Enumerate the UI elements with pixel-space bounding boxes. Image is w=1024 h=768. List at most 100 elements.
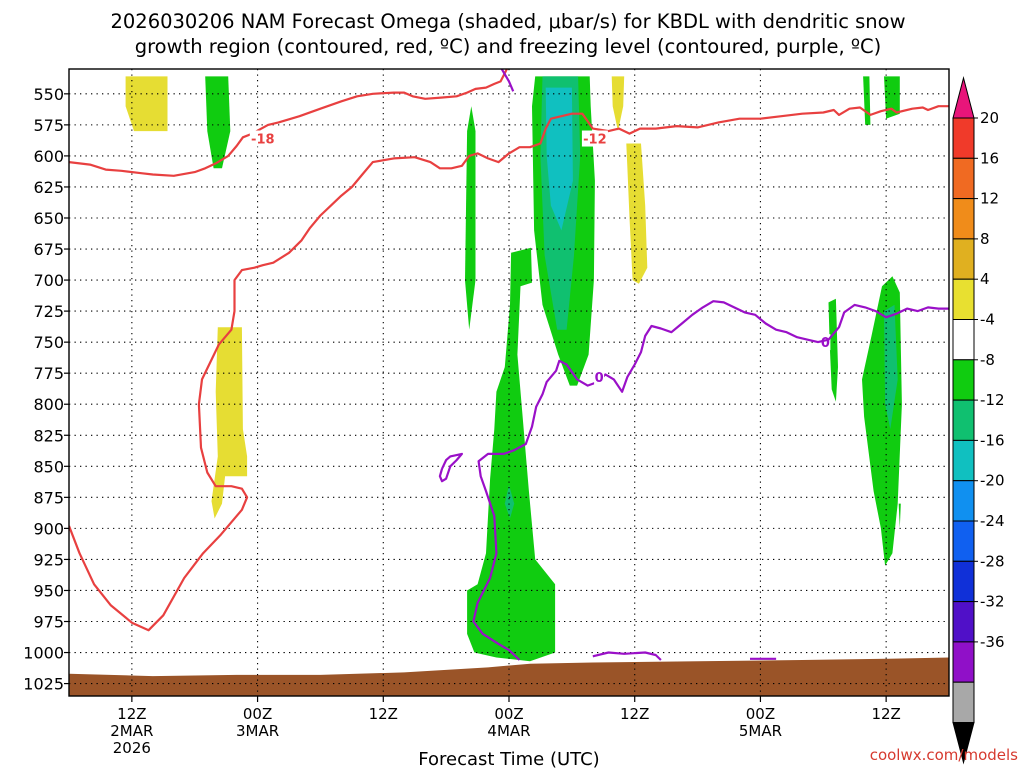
omega-region (504, 484, 515, 519)
contour-line (69, 69, 508, 177)
colorbar-segment (952, 480, 975, 522)
y-tick-label: 1025 (23, 675, 64, 694)
contour-label-bg (594, 368, 605, 385)
omega-region (205, 76, 231, 169)
colorbar: 20 16 12 8 4 -4 -8 -12 -16 -20 -24 -28 -32 -36 (952, 76, 1005, 765)
x-tick-label: 12Z (369, 705, 398, 723)
gridlines (69, 69, 949, 696)
colorbar-segment (952, 278, 975, 321)
x-tick-label: 00Z (746, 705, 775, 723)
y-tick-label: 550 (33, 85, 64, 104)
omega-region (884, 304, 898, 430)
colorbar-label: 4 (980, 270, 990, 288)
y-tick-label: 600 (33, 147, 64, 166)
colorbar-segment (952, 601, 975, 643)
omega-region (828, 298, 838, 402)
contour-label-bg (581, 130, 608, 147)
omega-region (467, 247, 556, 662)
y-tick-label: 750 (33, 333, 64, 352)
colorbar-label: -8 (980, 351, 995, 369)
y-axis: 550 575 600 625 650 675 700 725 750 775 800 825 850 8… (23, 85, 69, 694)
omega-region (611, 76, 625, 132)
y-tick-label: 1000 (23, 644, 64, 663)
colorbar-segment (952, 399, 975, 441)
x-tick-label: 4MAR (487, 722, 530, 740)
chart-title-line2: growth region (contoured, red, ºC) and f… (135, 35, 882, 58)
x-tick-label: 00Z (494, 705, 523, 723)
colorbar-label: -4 (980, 311, 995, 329)
omega-region (125, 76, 168, 132)
y-tick-label: 850 (33, 457, 64, 476)
contour-line (592, 651, 662, 661)
colorbar-label: -12 (980, 391, 1005, 409)
omega-region (545, 87, 573, 231)
y-tick-label: 875 (33, 488, 64, 507)
omega-region (884, 76, 900, 119)
contour-label-bg (820, 334, 831, 351)
omega-region (211, 327, 248, 519)
y-tick-label: 575 (33, 116, 64, 135)
colorbar-segment (952, 641, 975, 683)
y-tick-label: 650 (33, 209, 64, 228)
y-tick-label: 975 (33, 613, 64, 632)
y-tick-label: 625 (33, 178, 64, 197)
colorbar-label: -28 (980, 552, 1005, 570)
contour-label-bg (249, 130, 276, 147)
contour-label: 0 (821, 336, 830, 351)
colorbar-segment (952, 198, 975, 240)
x-tick-label: 3MAR (236, 722, 279, 740)
colorbar-segment (952, 238, 975, 280)
colorbar-label: -16 (980, 431, 1005, 449)
y-tick-label: 950 (33, 581, 64, 600)
colorbar-label: 16 (980, 149, 999, 167)
colorbar-label: -36 (980, 633, 1005, 651)
colorbar-segment (952, 319, 975, 361)
omega-shading (69, 76, 949, 696)
contour-line (500, 69, 515, 92)
y-tick-label: 725 (33, 302, 64, 321)
colorbar-label: 12 (980, 190, 999, 208)
omega-region (69, 657, 949, 696)
colorbar-segment (952, 359, 975, 401)
contour-lines: -18 -12 0 0 (69, 69, 949, 661)
colorbar-label: 8 (980, 230, 990, 248)
x-tick-label: 5MAR (739, 722, 782, 740)
colorbar-bottom-triangle (952, 722, 975, 765)
x-tick-label: 12Z (117, 705, 146, 723)
x-tick-label: 12Z (871, 705, 900, 723)
y-tick-label: 700 (33, 271, 64, 290)
contour-label: -12 (583, 133, 607, 148)
contour-label: -18 (251, 133, 275, 148)
x-tick-label: 2026 (113, 739, 151, 757)
colorbar-label: -20 (980, 472, 1005, 490)
x-tick-label: 00Z (243, 705, 272, 723)
y-tick-label: 825 (33, 426, 64, 445)
colorbar-segment (952, 520, 975, 562)
x-axis-label: Forecast Time (UTC) (418, 749, 599, 768)
y-tick-label: 900 (33, 519, 64, 538)
credit-text: coolwx.com/models (870, 746, 1018, 764)
colorbar-segment (952, 117, 975, 159)
y-tick-label: 800 (33, 395, 64, 414)
contour-line (472, 300, 949, 661)
y-tick-label: 775 (33, 364, 64, 383)
contour-label: 0 (595, 371, 604, 386)
y-tick-label: 675 (33, 240, 64, 259)
contour-line (69, 105, 949, 632)
colorbar-segment (952, 439, 975, 482)
colorbar-label: -32 (980, 593, 1005, 611)
x-tick-label: 12Z (620, 705, 649, 723)
colorbar-segment (952, 560, 975, 603)
chart-title-line1: 2026030206 NAM Forecast Omega (shaded, μ… (110, 10, 905, 33)
colorbar-segment (952, 157, 975, 200)
y-tick-label: 925 (33, 550, 64, 569)
contour-line (438, 452, 463, 483)
x-tick-label: 2MAR (110, 722, 153, 740)
colorbar-label: 20 (980, 109, 999, 127)
omega-region (898, 503, 901, 529)
colorbar-label: -24 (980, 512, 1005, 530)
colorbar-segment (952, 681, 975, 724)
omega-region (465, 106, 476, 330)
